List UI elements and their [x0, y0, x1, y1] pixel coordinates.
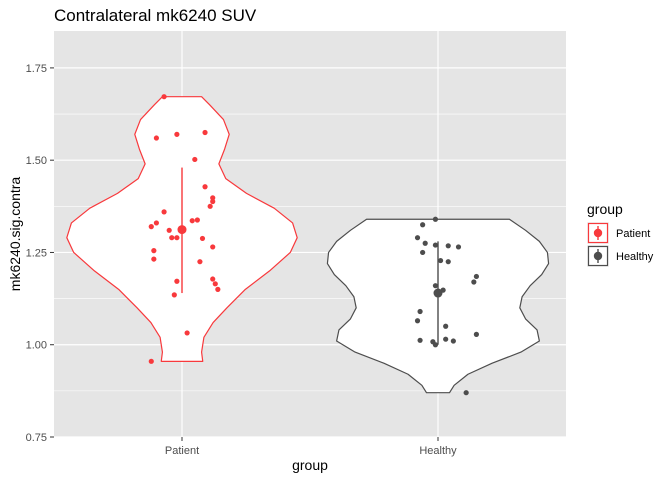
data-point: [215, 286, 221, 292]
data-point: [432, 342, 439, 348]
data-point: [151, 248, 157, 254]
data-point: [189, 218, 195, 224]
mean-errorbars: [177, 167, 443, 345]
data-point: [417, 337, 423, 343]
legend-key-patient: [587, 222, 609, 244]
data-point: [212, 281, 218, 287]
x-tick-label: Healthy: [419, 445, 457, 457]
data-point: [148, 224, 154, 230]
data-point: [166, 227, 172, 233]
data-point: [432, 242, 439, 248]
data-point: [184, 330, 190, 336]
data-point: [432, 283, 439, 289]
chart-title: Contralateral mk6240 SUV: [54, 6, 257, 25]
data-point: [473, 273, 479, 280]
data-point: [199, 235, 206, 242]
y-tick-label: 1.00: [26, 340, 47, 352]
data-point: [148, 358, 154, 364]
data-point: [174, 131, 180, 137]
data-point: [471, 279, 477, 285]
data-point: [473, 331, 479, 337]
jitter-points: [148, 94, 479, 396]
mean-point: [433, 288, 443, 298]
data-point: [417, 308, 423, 315]
legend-key-healthy: [587, 245, 609, 267]
data-point: [197, 259, 203, 265]
data-point: [422, 240, 428, 246]
data-point: [153, 135, 159, 141]
y-tick-label: 1.25: [26, 247, 47, 259]
x-axis-title: group: [292, 457, 328, 473]
data-point: [437, 257, 444, 264]
data-point: [153, 220, 159, 226]
data-point: [202, 129, 208, 136]
data-point: [455, 244, 462, 250]
y-axis-title: mk6240.sig.contra: [7, 177, 23, 292]
data-point: [450, 338, 456, 344]
data-point: [443, 323, 449, 329]
y-tick-label: 1.75: [26, 63, 47, 75]
legend-key-point: [593, 251, 603, 261]
data-point: [210, 276, 216, 282]
data-point: [420, 222, 426, 228]
data-point: [169, 235, 175, 241]
data-point: [420, 249, 426, 256]
data-point: [174, 235, 180, 241]
legend-key-point: [593, 228, 603, 238]
data-point: [174, 278, 180, 284]
y-tick-label: 0.75: [26, 432, 47, 444]
legend-label: Healthy: [616, 251, 654, 263]
data-point: [161, 94, 167, 100]
data-point: [414, 318, 421, 324]
data-point: [432, 216, 439, 222]
data-point: [463, 390, 469, 396]
legend-title: group: [587, 201, 623, 217]
data-point: [210, 244, 216, 250]
data-point: [210, 198, 216, 205]
data-point: [445, 243, 451, 249]
data-point: [161, 209, 167, 215]
data-point: [414, 235, 421, 241]
data-point: [194, 217, 200, 223]
y-axis: 0.75 1.00 1.25 1.50 1.75: [26, 63, 54, 444]
legend: group Patient Healthy: [587, 201, 654, 267]
y-tick-label: 1.50: [26, 155, 47, 167]
data-point: [192, 156, 198, 163]
data-point: [443, 336, 449, 342]
data-point: [202, 184, 208, 190]
x-axis: Patient Healthy: [165, 437, 457, 457]
data-point: [171, 292, 177, 298]
data-point: [207, 203, 213, 209]
mean-point: [177, 225, 187, 235]
data-point: [445, 259, 451, 265]
data-point: [151, 256, 157, 262]
data-point: [210, 195, 216, 201]
x-tick-label: Patient: [165, 445, 199, 457]
legend-label: Patient: [616, 228, 650, 240]
